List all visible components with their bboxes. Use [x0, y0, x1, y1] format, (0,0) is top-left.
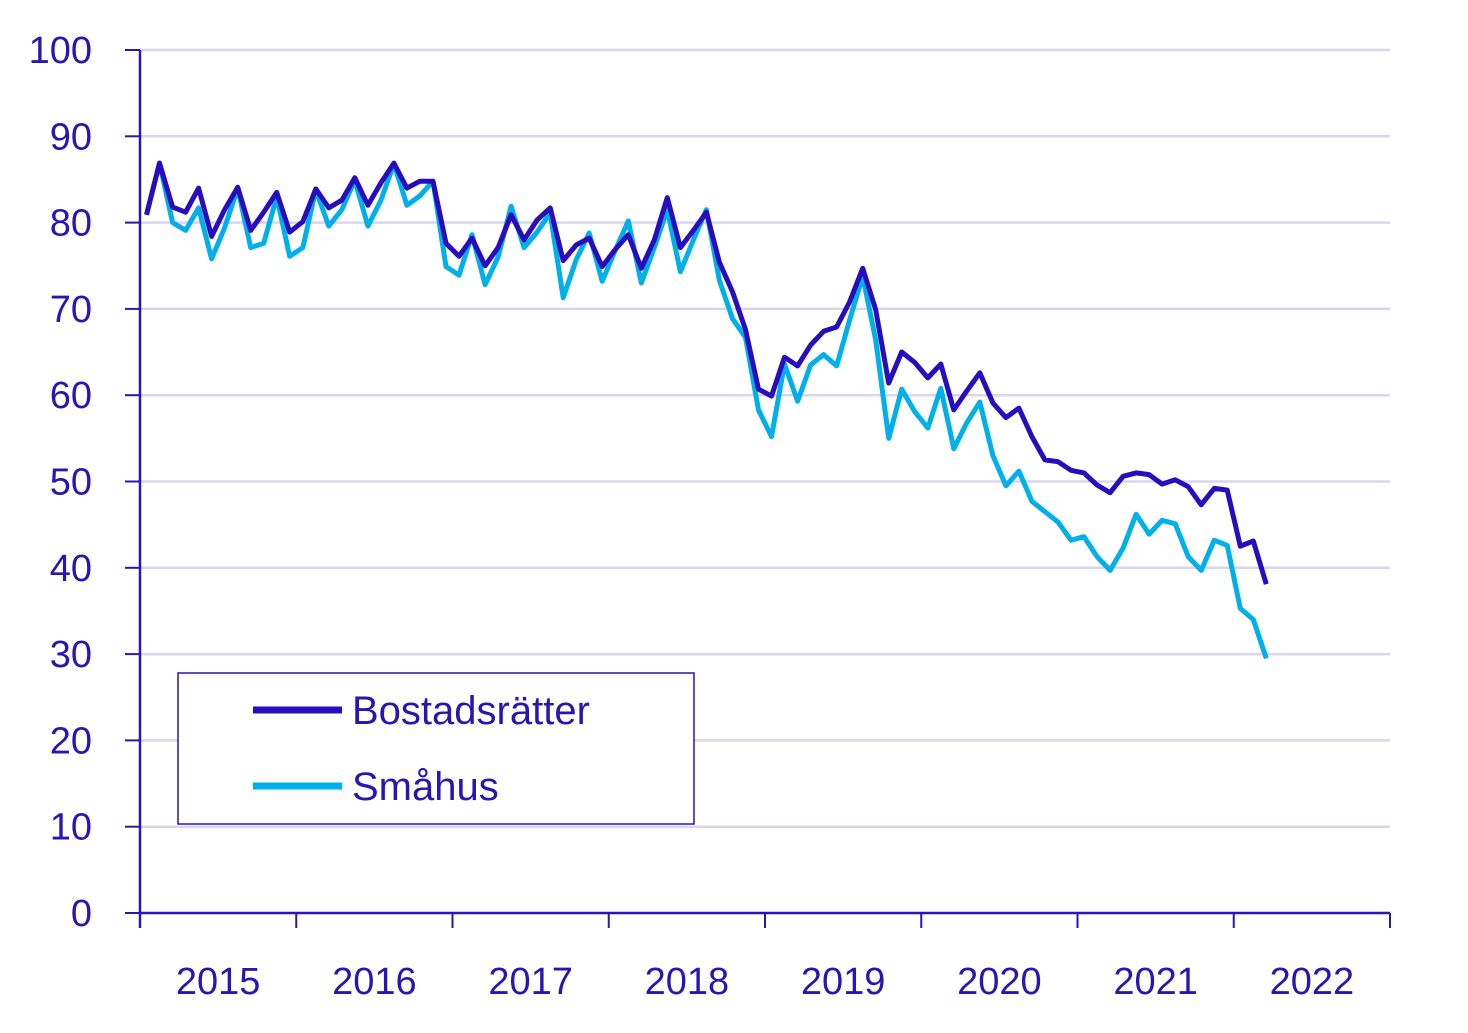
- y-tick-label: 90: [50, 116, 92, 158]
- legend: Bostadsrätter Småhus: [177, 672, 695, 825]
- y-tick-label: 0: [71, 893, 92, 935]
- series-line-smahus: [144, 160, 1269, 660]
- x-tick-label: 2022: [1270, 961, 1355, 1003]
- y-tick-label: 60: [50, 375, 92, 417]
- series-lines: [144, 160, 1269, 660]
- y-tick-label: 50: [50, 462, 92, 504]
- x-tick-label: 2021: [1113, 961, 1198, 1003]
- x-tick-label: 2018: [645, 961, 730, 1003]
- x-tick-label: 2020: [957, 961, 1042, 1003]
- legend-box: [177, 672, 695, 825]
- series-line-bostadsratter: [144, 160, 1269, 585]
- y-tick-label: 80: [50, 203, 92, 245]
- legend-label-bostadsratter: Bostadsrätter: [352, 689, 590, 733]
- x-tick-label: 2016: [332, 961, 417, 1003]
- x-tick-label: 2019: [801, 961, 886, 1003]
- y-axis: 0 10 20 30 40 50 60 70 80 90 100: [29, 30, 142, 935]
- y-tick-label: 20: [50, 720, 92, 762]
- y-tick-label: 30: [50, 634, 92, 676]
- x-tick-label: 2015: [176, 961, 261, 1003]
- y-tick-label: 70: [50, 289, 92, 331]
- x-tick-label: 2017: [488, 961, 573, 1003]
- y-tick-label: 40: [50, 548, 92, 590]
- legend-label-smahus: Småhus: [352, 765, 499, 809]
- y-tick-label: 100: [29, 30, 92, 72]
- x-axis: 2015 2016 2017 2018 2019 2020 2021 2022: [139, 911, 1391, 1003]
- y-tick-label: 10: [50, 807, 92, 849]
